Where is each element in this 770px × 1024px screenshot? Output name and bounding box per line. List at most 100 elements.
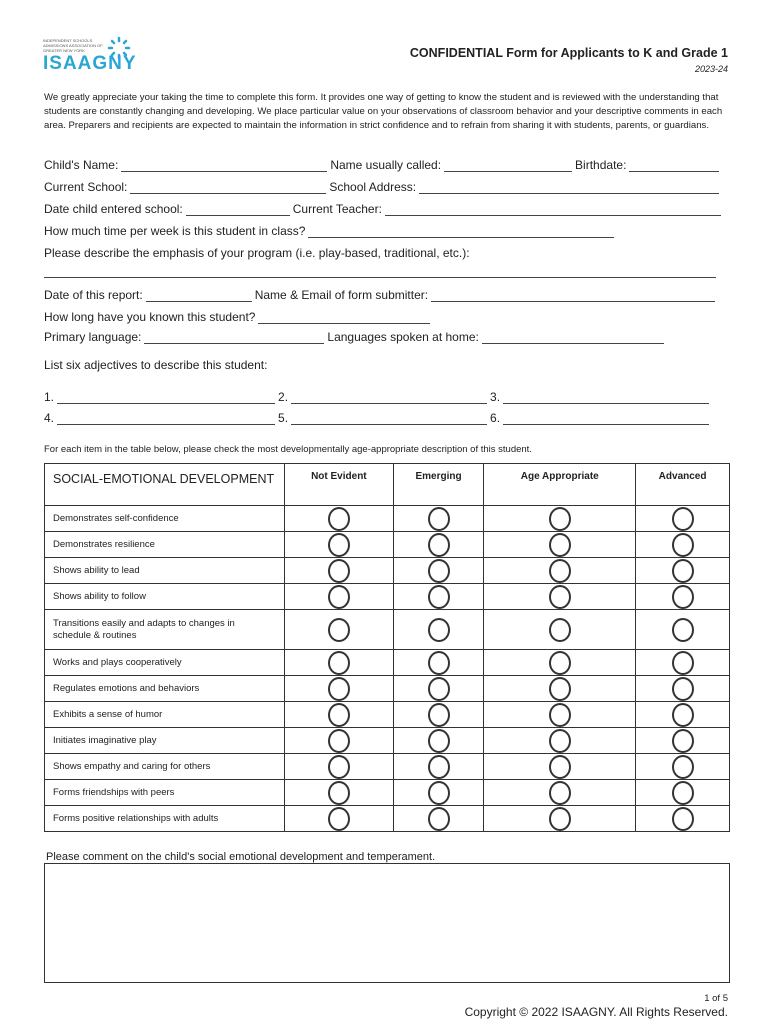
name-called-label: Name usually called: <box>330 158 442 172</box>
rating-radio[interactable] <box>548 584 571 609</box>
rating-cell <box>635 583 730 610</box>
rating-radio[interactable] <box>548 532 571 557</box>
rating-radio[interactable] <box>671 506 694 531</box>
adjective-3-field[interactable] <box>503 392 710 404</box>
adjective-1-field[interactable] <box>57 392 276 404</box>
rating-cell <box>483 779 637 806</box>
adjective-5-field[interactable] <box>291 413 488 425</box>
column-header: Age Appropriate <box>483 463 637 506</box>
childs-name-field[interactable] <box>121 160 328 172</box>
rating-radio[interactable] <box>327 506 350 531</box>
rating-radio[interactable] <box>671 558 694 583</box>
rating-radio[interactable] <box>671 702 694 727</box>
date-entered-label: Date child entered school: <box>44 202 183 216</box>
rating-cell <box>483 727 637 754</box>
rating-radio[interactable] <box>327 532 350 557</box>
rating-radio[interactable] <box>548 676 571 701</box>
rating-cell <box>635 557 730 584</box>
rating-radio[interactable] <box>671 676 694 701</box>
name-called-field[interactable] <box>444 160 573 172</box>
adjective-4-field[interactable] <box>57 413 276 425</box>
rating-radio[interactable] <box>327 584 350 609</box>
rating-cell <box>635 505 730 532</box>
logo-wordmark: ISAAGNY <box>43 53 137 74</box>
rating-radio[interactable] <box>548 780 571 805</box>
column-header: Not Evident <box>284 463 394 506</box>
comment-textarea[interactable] <box>44 863 730 983</box>
rating-radio[interactable] <box>427 532 450 557</box>
rating-radio[interactable] <box>327 617 350 642</box>
rating-radio[interactable] <box>327 728 350 753</box>
rating-cell <box>483 753 637 780</box>
rating-radio[interactable] <box>327 754 350 779</box>
rating-radio[interactable] <box>427 650 450 675</box>
rating-cell <box>635 701 730 728</box>
birthdate-field[interactable] <box>629 160 720 172</box>
rating-cell <box>635 805 730 832</box>
rating-radio[interactable] <box>548 558 571 583</box>
adjective-4-label: 4. <box>44 411 55 425</box>
rating-radio[interactable] <box>427 754 450 779</box>
time-per-week-field[interactable] <box>308 226 615 238</box>
primary-language-field[interactable] <box>144 332 325 344</box>
rating-cell <box>284 531 394 558</box>
rating-radio[interactable] <box>427 584 450 609</box>
program-emphasis-field[interactable] <box>44 266 716 278</box>
rating-radio[interactable] <box>427 676 450 701</box>
rating-cell <box>284 727 394 754</box>
rating-radio[interactable] <box>327 676 350 701</box>
rating-radio[interactable] <box>427 702 450 727</box>
languages-home-field[interactable] <box>481 332 664 344</box>
item-label: Initiates imaginative play <box>44 727 285 754</box>
rating-radio[interactable] <box>427 728 450 753</box>
submitter-field[interactable] <box>431 290 716 302</box>
current-teacher-field[interactable] <box>384 204 721 216</box>
item-label: Transitions easily and adapts to changes… <box>44 609 285 650</box>
rating-radio[interactable] <box>671 754 694 779</box>
rating-cell <box>635 753 730 780</box>
item-label: Forms friendships with peers <box>44 779 285 806</box>
rating-radio[interactable] <box>327 650 350 675</box>
item-label: Demonstrates self-confidence <box>44 505 285 532</box>
rating-radio[interactable] <box>327 780 350 805</box>
rating-cell <box>392 649 485 676</box>
rating-radio[interactable] <box>327 702 350 727</box>
rating-radio[interactable] <box>327 558 350 583</box>
date-report-field[interactable] <box>145 290 252 302</box>
date-entered-field[interactable] <box>185 204 290 216</box>
rating-radio[interactable] <box>671 584 694 609</box>
rating-radio[interactable] <box>671 806 694 831</box>
table-row: Forms friendships with peers <box>44 779 730 806</box>
table-row: Transitions easily and adapts to changes… <box>44 609 730 650</box>
current-school-field[interactable] <box>130 182 327 194</box>
rating-radio[interactable] <box>548 650 571 675</box>
rating-radio[interactable] <box>427 558 450 583</box>
rating-radio[interactable] <box>671 728 694 753</box>
rating-radio[interactable] <box>548 728 571 753</box>
logo-sunburst-icon <box>107 36 131 60</box>
rating-radio[interactable] <box>671 650 694 675</box>
rating-radio[interactable] <box>671 617 694 642</box>
known-how-long-field[interactable] <box>258 312 431 324</box>
rating-radio[interactable] <box>671 780 694 805</box>
rating-radio[interactable] <box>548 806 571 831</box>
rating-radio[interactable] <box>548 754 571 779</box>
form-title: CONFIDENTIAL Form for Applicants to K an… <box>409 46 728 60</box>
table-row: Initiates imaginative play <box>44 727 730 754</box>
rating-cell <box>392 583 485 610</box>
rating-radio[interactable] <box>548 617 571 642</box>
table-row: Demonstrates self-confidence <box>44 505 730 532</box>
rating-radio[interactable] <box>427 780 450 805</box>
rating-radio[interactable] <box>327 806 350 831</box>
rating-radio[interactable] <box>427 806 450 831</box>
adjective-3-label: 3. <box>490 390 501 404</box>
rating-radio[interactable] <box>548 506 571 531</box>
rating-radio[interactable] <box>548 702 571 727</box>
school-address-field[interactable] <box>419 182 720 194</box>
rating-radio[interactable] <box>427 506 450 531</box>
adjective-6-field[interactable] <box>503 413 710 425</box>
rating-radio[interactable] <box>427 617 450 642</box>
intro-paragraph: We greatly appreciate your taking the ti… <box>44 92 723 131</box>
rating-radio[interactable] <box>671 532 694 557</box>
adjective-2-field[interactable] <box>291 392 488 404</box>
